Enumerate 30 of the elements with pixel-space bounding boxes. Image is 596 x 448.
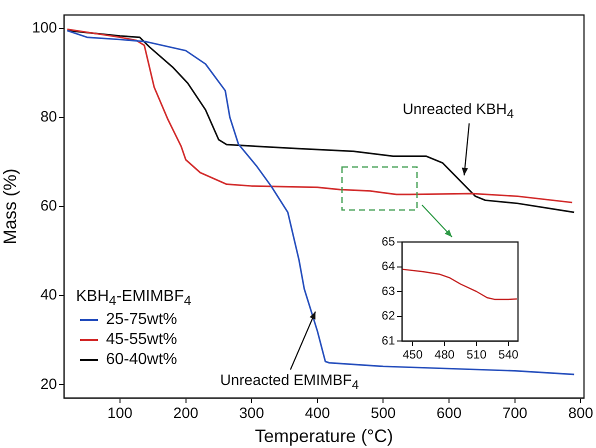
legend-title: KBH$_{4}$-EMIMBF$_{4}$: [76, 288, 192, 308]
y-tick-label: 62: [382, 308, 396, 323]
y-tick-label: 80: [40, 108, 57, 126]
x-tick-label: 800: [568, 405, 594, 422]
x-axis-title: Temperature (°C): [254, 426, 394, 446]
legend-label: 45-55wt%: [106, 331, 178, 350]
legend-label: 25-75wt%: [106, 311, 178, 330]
y-tick-label: 20: [40, 376, 57, 393]
annotation: Unreacted KBH$_{4}$: [402, 101, 514, 122]
y-tick-label: 64: [382, 259, 396, 274]
x-tick-label: 480: [434, 348, 455, 362]
x-tick-label: 300: [239, 405, 264, 422]
x-tick-label: 200: [173, 405, 198, 422]
y-tick-label: 63: [382, 284, 396, 298]
legend-label: 60-40wt%: [106, 351, 178, 370]
x-tick-label: 100: [107, 405, 132, 422]
y-axis-title: Mass (%): [0, 168, 20, 244]
y-tick-label: 60: [40, 198, 57, 215]
x-tick-label: 540: [498, 348, 519, 362]
y-tick-label: 65: [382, 234, 396, 248]
y-tick-label: 100: [32, 20, 57, 36]
x-tick-label: 510: [466, 348, 487, 362]
y-tick-label: 61: [382, 333, 396, 348]
y-tick-label: 40: [40, 286, 57, 304]
x-tick-label: 500: [370, 405, 396, 422]
annotation: Unreacted EMIMBF$_{4}$: [220, 372, 359, 392]
x-tick-label: 400: [304, 405, 330, 422]
x-tick-label: 450: [402, 348, 423, 362]
x-tick-label: 700: [502, 405, 528, 422]
x-tick-label: 600: [436, 405, 462, 422]
